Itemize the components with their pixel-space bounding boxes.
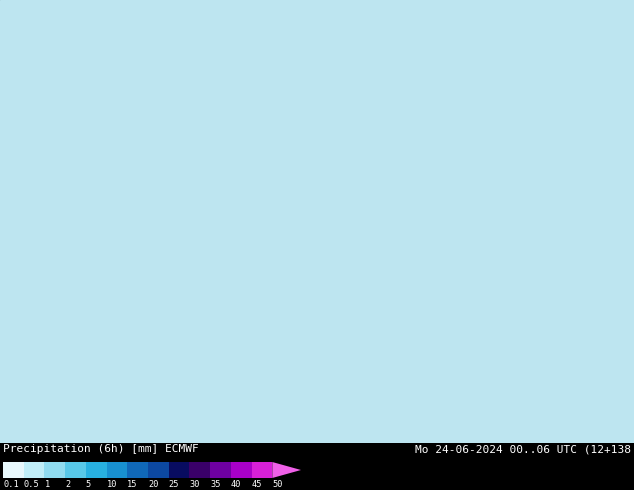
Bar	[86, 462, 107, 478]
Text: 1: 1	[44, 480, 49, 489]
Text: 50: 50	[272, 480, 283, 489]
Bar	[210, 462, 231, 478]
Bar	[23, 462, 44, 478]
Text: 10: 10	[107, 480, 117, 489]
Bar	[190, 462, 210, 478]
Bar	[44, 462, 65, 478]
Text: 35: 35	[210, 480, 221, 489]
Text: 0.5: 0.5	[23, 480, 39, 489]
Bar	[169, 462, 190, 478]
Bar	[65, 462, 86, 478]
Text: 0.1: 0.1	[3, 480, 19, 489]
Polygon shape	[272, 462, 301, 478]
Text: 2: 2	[65, 480, 70, 489]
Bar	[107, 462, 127, 478]
Polygon shape	[0, 0, 634, 443]
Bar	[231, 462, 252, 478]
Bar	[148, 462, 169, 478]
Bar	[127, 462, 148, 478]
Bar	[252, 462, 272, 478]
Text: 30: 30	[190, 480, 200, 489]
Text: 20: 20	[148, 480, 158, 489]
Text: 15: 15	[127, 480, 138, 489]
Text: Precipitation (6h) [mm] ECMWF: Precipitation (6h) [mm] ECMWF	[3, 444, 198, 454]
Text: 40: 40	[231, 480, 242, 489]
Text: 25: 25	[169, 480, 179, 489]
Bar	[3, 462, 23, 478]
Text: Mo 24-06-2024 00..06 UTC (12+138: Mo 24-06-2024 00..06 UTC (12+138	[415, 444, 631, 454]
Text: 5: 5	[86, 480, 91, 489]
Text: 45: 45	[252, 480, 262, 489]
